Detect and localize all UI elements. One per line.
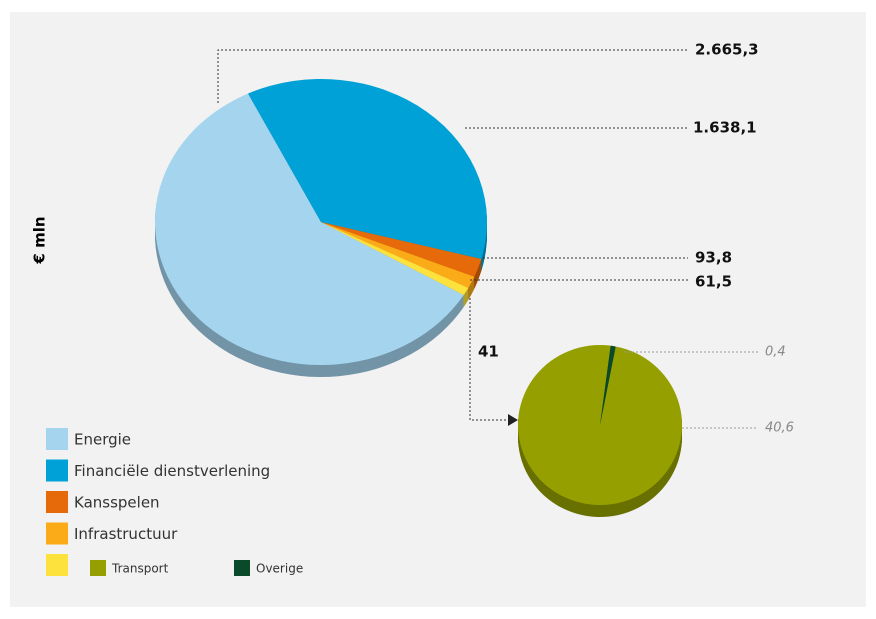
data-label: 41 — [478, 343, 499, 361]
legend-label: Overige — [256, 562, 303, 576]
data-label: 40,6 — [765, 421, 794, 436]
legend-swatch — [46, 428, 68, 450]
data-label: 0,4 — [765, 345, 786, 360]
legend-label: Transport — [111, 562, 169, 576]
legend-label: Kansspelen — [74, 494, 160, 512]
pie-slice — [321, 222, 469, 296]
pie-slice — [600, 345, 616, 425]
legend-swatch — [46, 459, 68, 482]
legend-label: Energie — [74, 431, 131, 449]
legend-swatch — [234, 560, 250, 576]
leader-line — [217, 49, 688, 103]
pie-slice — [321, 222, 482, 277]
axis-label: € mln — [31, 216, 49, 264]
pie-slice — [248, 78, 487, 259]
pie-slice — [321, 222, 475, 288]
data-label: 2.665,3 — [695, 41, 759, 59]
connector — [469, 290, 508, 421]
legend-label: Infrastructuur — [74, 525, 178, 543]
legend-label: Financiële dienstverlening — [74, 462, 270, 480]
arrow-head — [508, 414, 518, 426]
legend-swatch — [46, 522, 68, 545]
data-label: 61,5 — [695, 273, 732, 291]
pie-slice — [517, 344, 682, 505]
data-label: 1.638,1 — [693, 119, 757, 137]
pie-slice — [154, 93, 464, 365]
legend-swatch — [46, 491, 68, 513]
legend-swatch — [46, 554, 68, 576]
legend-swatch — [90, 560, 106, 576]
data-label: 93,8 — [695, 249, 732, 267]
